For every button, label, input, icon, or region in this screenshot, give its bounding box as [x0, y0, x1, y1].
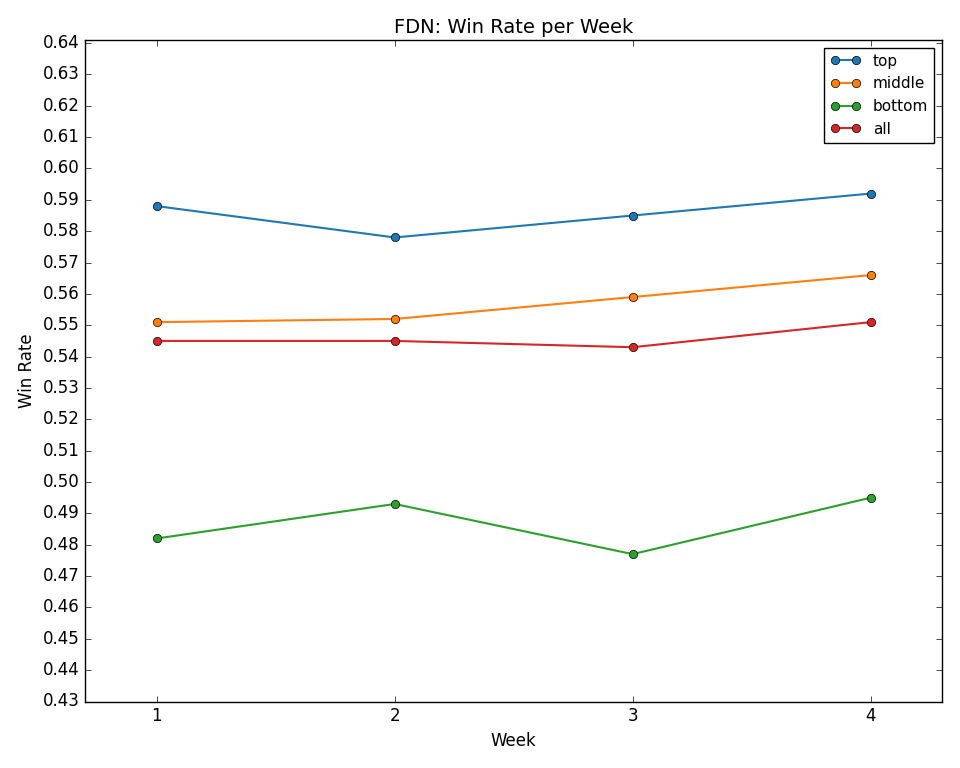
middle: [151, 317, 162, 326]
Line: all: all: [153, 318, 875, 352]
Y-axis label: Win Rate: Win Rate: [18, 333, 36, 408]
X-axis label: Week: Week: [491, 732, 537, 750]
top: [389, 233, 400, 242]
Line: middle: middle: [153, 271, 875, 326]
middle: [389, 314, 400, 323]
all: [865, 317, 876, 326]
all: [389, 336, 400, 346]
Line: top: top: [153, 190, 875, 242]
middle: [865, 270, 876, 280]
Legend: top, middle, bottom, all: top, middle, bottom, all: [824, 48, 934, 143]
Title: FDN: Win Rate per Week: FDN: Win Rate per Week: [394, 18, 634, 37]
all: [627, 343, 638, 352]
Line: bottom: bottom: [153, 494, 875, 558]
all: [151, 336, 162, 346]
bottom: [627, 550, 638, 559]
top: [865, 189, 876, 198]
bottom: [389, 499, 400, 508]
top: [627, 211, 638, 220]
top: [151, 201, 162, 210]
bottom: [151, 534, 162, 543]
middle: [627, 293, 638, 302]
bottom: [865, 493, 876, 502]
